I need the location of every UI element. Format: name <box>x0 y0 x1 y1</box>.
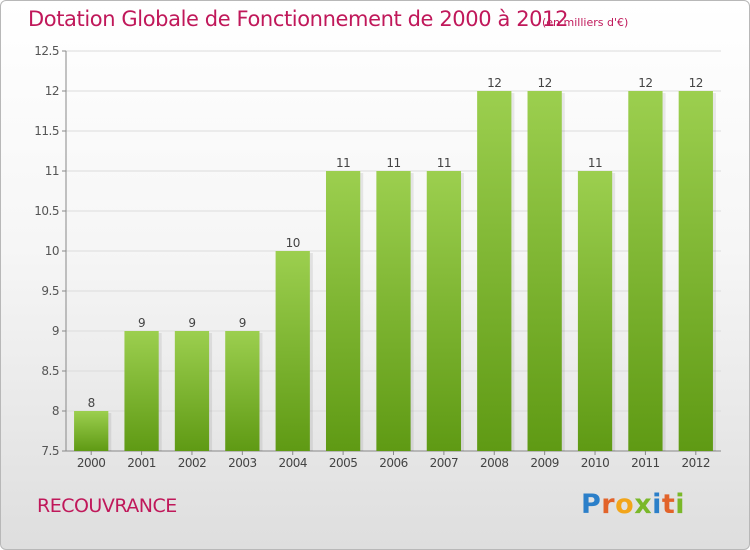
x-tick-label: 2012 <box>682 456 711 470</box>
logo-letter: t <box>661 489 676 520</box>
logo-letter: x <box>634 489 653 520</box>
bar-value-label: 9 <box>138 316 145 330</box>
logo-letter: P <box>581 489 602 520</box>
chart-title: Dotation Globale de Fonctionnement de 20… <box>28 7 569 31</box>
logo-letter: i <box>675 489 686 520</box>
x-tick-label: 2000 <box>77 456 106 470</box>
commune-name: RECOUVRANCE <box>37 495 177 517</box>
x-tick-label: 2006 <box>379 456 408 470</box>
bar-value-label: 12 <box>638 76 652 90</box>
bar <box>376 171 411 451</box>
bars: 8 9 9 9 10 11 11 11 12 12 11 12 12 <box>74 76 716 451</box>
x-tick-label: 2010 <box>581 456 610 470</box>
bar <box>477 91 512 451</box>
x-tick-label: 2001 <box>127 456 156 470</box>
y-tick-label: 11 <box>45 164 59 178</box>
chart-unit: (en milliers d'€) <box>542 16 629 29</box>
bar <box>174 331 210 451</box>
x-tick-label: 2004 <box>278 456 307 470</box>
bar-value-label: 11 <box>386 156 400 170</box>
y-axis-ticks: 7.5 8 8.5 9 9.5 10 10.5 11 11.5 12 12.5 <box>34 44 66 458</box>
x-tick-label: 2009 <box>530 456 559 470</box>
x-tick-label: 2003 <box>228 456 257 470</box>
bar <box>225 331 260 451</box>
bar <box>325 171 361 451</box>
y-tick-label: 8 <box>52 404 59 418</box>
bar <box>678 91 713 451</box>
y-tick-label: 9.5 <box>41 284 59 298</box>
logo-letter: r <box>601 489 616 520</box>
bar <box>124 331 159 451</box>
x-tick-label: 2005 <box>329 456 358 470</box>
bar-value-label: 8 <box>88 396 95 410</box>
logo-letter: o <box>615 489 635 520</box>
bar <box>74 411 109 451</box>
bar <box>628 91 663 451</box>
logo-letter: i <box>652 489 662 520</box>
x-tick-label: 2011 <box>631 456 660 470</box>
y-tick-label: 9 <box>52 324 59 338</box>
x-tick-label: 2008 <box>480 456 509 470</box>
bar <box>426 171 462 451</box>
bar-value-label: 12 <box>538 76 552 90</box>
y-tick-label: 10 <box>45 244 59 258</box>
y-tick-label: 10.5 <box>34 204 59 218</box>
bar-value-label: 12 <box>689 76 703 90</box>
y-tick-label: 12.5 <box>34 44 59 58</box>
bar-value-label: 11 <box>437 156 451 170</box>
x-tick-label: 2002 <box>178 456 207 470</box>
y-tick-label: 8.5 <box>41 364 59 378</box>
x-axis-labels: 2000 2001 2002 2003 2004 2005 2006 2007 2008 2009… <box>77 451 711 470</box>
bar-value-label: 12 <box>487 76 501 90</box>
bar-value-label: 9 <box>239 316 246 330</box>
bar <box>275 251 310 451</box>
bar-value-label: 10 <box>286 236 300 250</box>
bar-value-label: 11 <box>336 156 350 170</box>
x-tick-label: 2007 <box>430 456 459 470</box>
proxiti-logo: Proxiti <box>581 489 685 520</box>
y-tick-label: 11.5 <box>34 124 59 138</box>
y-tick-label: 12 <box>45 84 59 98</box>
bar <box>577 171 613 451</box>
bar-value-label: 11 <box>588 156 602 170</box>
y-tick-label: 7.5 <box>41 444 59 458</box>
bar <box>527 91 562 451</box>
bar-value-label: 9 <box>188 316 195 330</box>
